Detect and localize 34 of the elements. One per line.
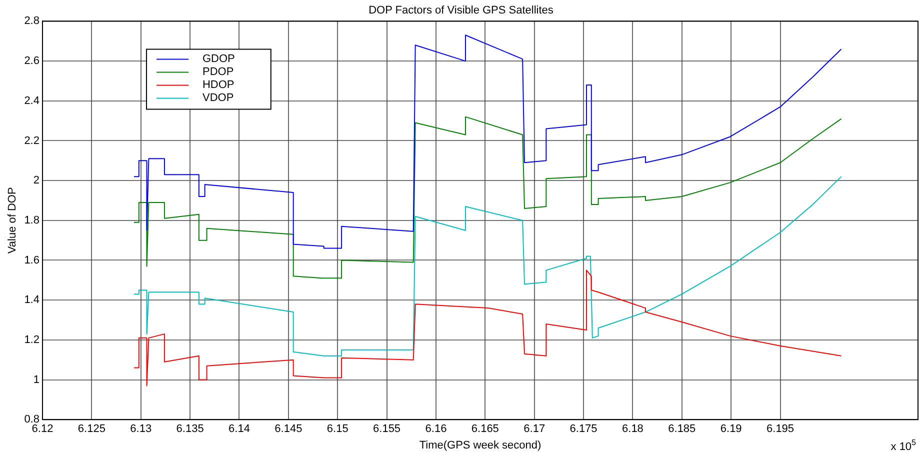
x-tick-label: 6.185: [668, 423, 696, 436]
y-tick-label: 1: [33, 374, 40, 386]
y-tick-label: 2.2: [24, 134, 40, 147]
x-tick-label: 6.195: [766, 423, 794, 436]
legend-label: HDOP: [202, 79, 234, 92]
y-tick-label: 1.8: [24, 214, 40, 226]
y-tick-label: 2: [33, 174, 40, 187]
y-tick-label: 1.6: [24, 254, 40, 266]
x-tick-label: 6.13: [130, 423, 152, 436]
x-tick-label: 6.135: [176, 423, 204, 436]
y-tick-label: 1.4: [24, 294, 40, 306]
x-tick-label: 6.165: [471, 423, 499, 436]
y-axis-title: Value of DOP: [6, 187, 19, 254]
x-axis-title: Time(GPS week second): [419, 439, 542, 452]
x-tick-label: 6.145: [274, 423, 302, 436]
y-tick-label: 0.8: [24, 414, 40, 426]
x-tick-label: 6.175: [570, 423, 598, 436]
x-tick-label: 6.19: [720, 423, 742, 436]
y-tick-label: 2.6: [24, 55, 40, 68]
legend-label: GDOP: [202, 53, 235, 66]
x-tick-label: 6.18: [622, 423, 644, 436]
legend-label: PDOP: [202, 66, 234, 78]
x-tick-label: 6.12: [32, 423, 54, 436]
x-tick-label: 6.155: [373, 423, 401, 436]
x-tick-label: 6.17: [524, 423, 546, 436]
y-tick-label: 2.4: [24, 94, 40, 107]
x-tick-label: 6.14: [228, 423, 250, 436]
x-tick-label: 6.125: [78, 423, 106, 436]
legend-label: VDOP: [202, 92, 234, 104]
chart-title: DOP Factors of Visible GPS Satellites: [368, 4, 554, 17]
y-tick-label: 2.8: [24, 15, 40, 28]
x-tick-label: 6.15: [326, 423, 348, 436]
y-tick-label: 1.2: [24, 334, 40, 346]
x-tick-label: 6.16: [425, 423, 447, 436]
